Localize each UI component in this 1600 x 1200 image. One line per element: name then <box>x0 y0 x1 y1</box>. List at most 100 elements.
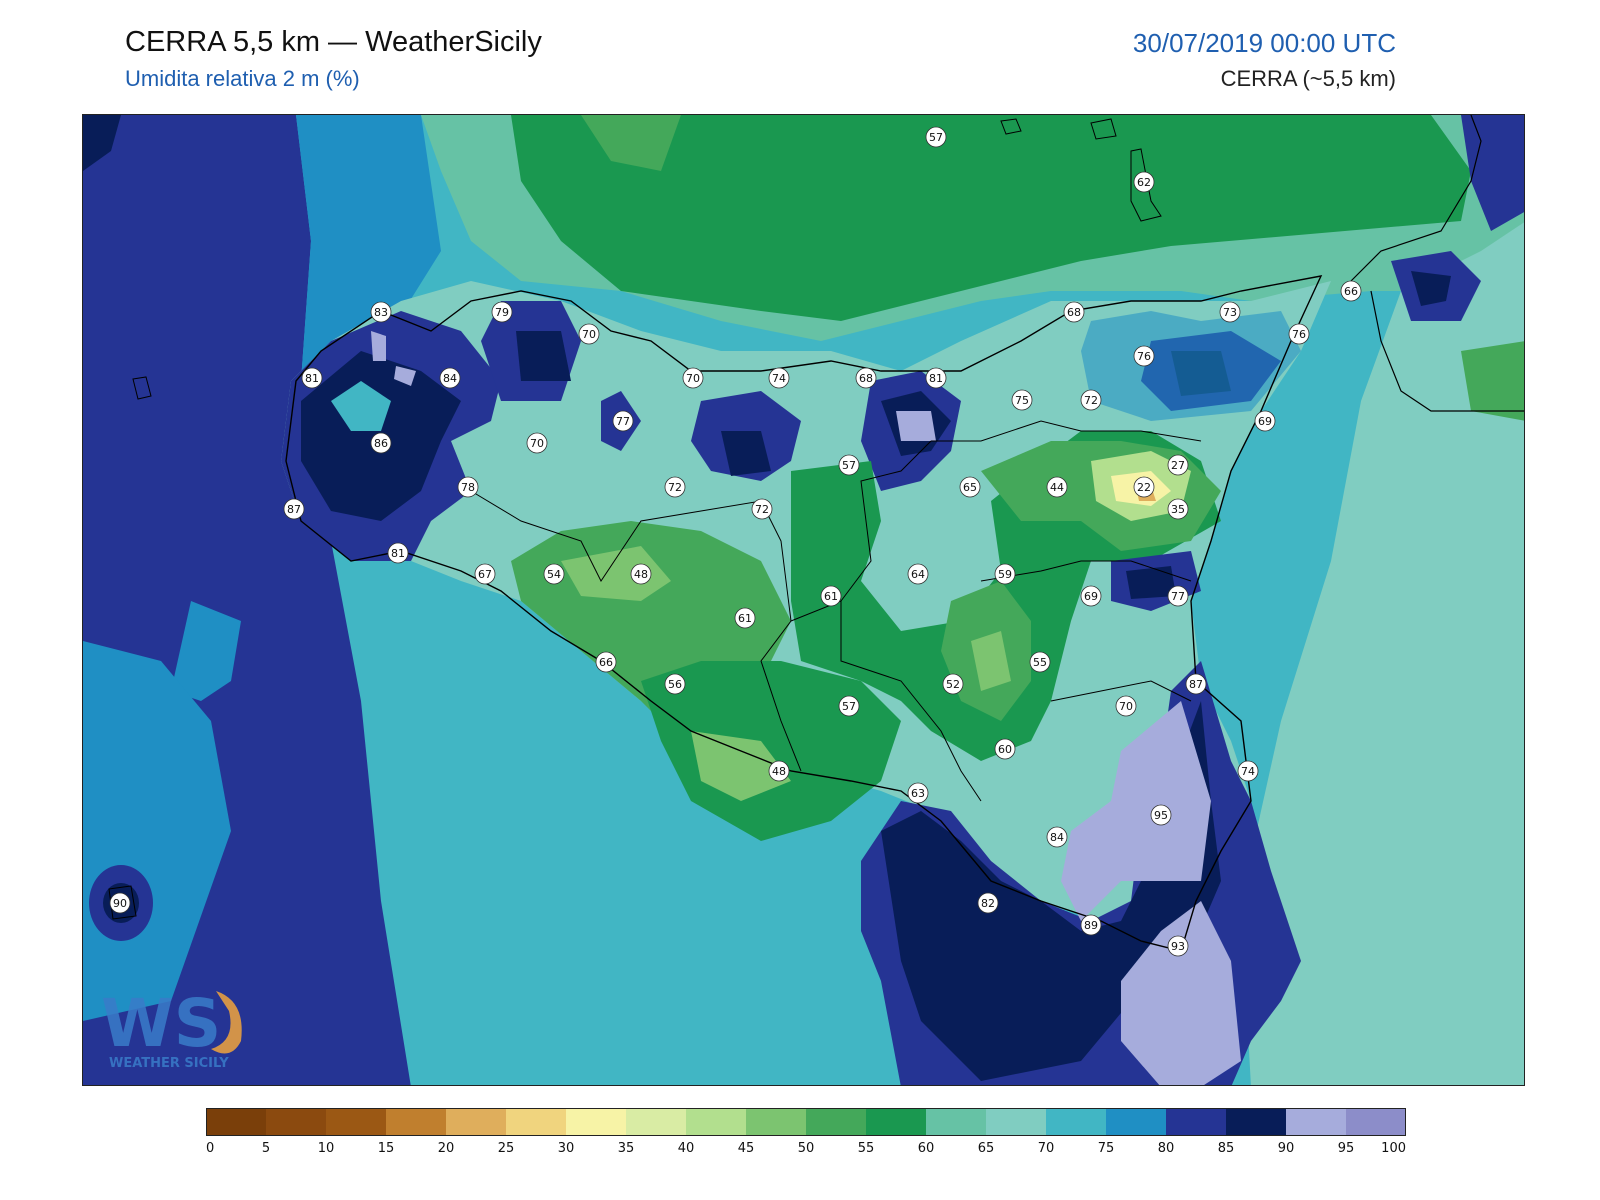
station-value: 93 <box>1171 940 1185 953</box>
station-marker <box>1185 673 1207 695</box>
station-label: 76 <box>1133 345 1155 367</box>
valid-datetime: 30/07/2019 00:00 UTC <box>1132 28 1396 58</box>
egadi-island <box>132 376 152 400</box>
logo-sun-icon <box>211 991 242 1054</box>
station-marker <box>838 454 860 476</box>
station-marker <box>1167 935 1189 957</box>
station-value: 61 <box>738 612 752 625</box>
province-border-west <box>470 490 802 772</box>
station-label: 55 <box>1029 651 1051 673</box>
station-value: 66 <box>599 656 613 669</box>
west-saturated-b <box>394 366 416 386</box>
station-value: 64 <box>911 568 925 581</box>
station-marker <box>907 563 929 585</box>
station-marker <box>1063 301 1085 323</box>
station-label: 62 <box>1133 171 1155 193</box>
station-marker <box>994 563 1016 585</box>
colorbar-segment <box>206 1108 266 1136</box>
station-value: 70 <box>582 328 596 341</box>
station-marker <box>1167 454 1189 476</box>
station-marker <box>838 695 860 717</box>
station-value: 77 <box>1171 590 1185 603</box>
colorbar-segment <box>986 1108 1046 1136</box>
station-label: 48 <box>768 760 790 782</box>
colorbar-segment <box>386 1108 446 1136</box>
station-label: 57 <box>925 126 947 148</box>
station-label: 77 <box>612 410 634 432</box>
colorbar-tick-label: 0 <box>206 1141 214 1156</box>
province-border-east <box>980 560 1192 582</box>
northeast-band <box>1081 311 1301 421</box>
station-label: 89 <box>1080 914 1102 936</box>
station-marker <box>595 651 617 673</box>
colorbar-segment <box>506 1108 566 1136</box>
station-value: 63 <box>911 787 925 800</box>
colorbar-tick-label: 20 <box>438 1141 455 1156</box>
station-value: 22 <box>1137 481 1151 494</box>
station-value: 72 <box>755 503 769 516</box>
station-label: 66 <box>595 651 617 673</box>
logo-mark: WS <box>101 985 221 1062</box>
station-label: 52 <box>942 673 964 695</box>
weathersicily-logo: WS WEATHER SICILY <box>101 985 242 1071</box>
colorbar: 0 5 10 15 20 25 30 35 40 45 50 55 60 65 70 75 80 85 90 95 10… <box>206 1108 1436 1173</box>
map-title: CERRA 5,5 km — WeatherSicily <box>125 26 542 58</box>
ionian-field <box>1241 222 1524 1085</box>
colorbar-tick-label: 35 <box>618 1141 635 1156</box>
colorbar-segment <box>1106 1108 1166 1136</box>
station-label: 72 <box>751 498 773 520</box>
station-value: 48 <box>634 568 648 581</box>
station-value: 75 <box>1015 394 1029 407</box>
station-value: 81 <box>929 372 943 385</box>
station-value: 70 <box>530 437 544 450</box>
colorbar-tick-label: 90 <box>1278 1141 1295 1156</box>
station-value: 66 <box>1344 285 1358 298</box>
station-marker <box>820 585 842 607</box>
station-marker <box>370 301 392 323</box>
madonie-saturated <box>896 411 936 441</box>
station-label: 59 <box>994 563 1016 585</box>
station-marker <box>1237 760 1259 782</box>
station-marker <box>1011 389 1033 411</box>
station-label: 68 <box>855 367 877 389</box>
colorbar-svg: 0 5 10 15 20 25 30 35 40 45 50 55 60 65 70 75 80 85 90 95 10… <box>206 1108 1406 1156</box>
station-marker <box>543 563 565 585</box>
station-marker <box>959 476 981 498</box>
station-marker <box>1150 804 1172 826</box>
calabria-drier <box>1461 341 1524 421</box>
colorbar-tick-label: 80 <box>1158 1141 1175 1156</box>
station-value: 87 <box>1189 678 1203 691</box>
station-marker <box>994 738 1016 760</box>
colorbar-segment <box>1286 1108 1346 1136</box>
colorbar-tick-label: 5 <box>262 1141 270 1156</box>
station-marker <box>301 367 323 389</box>
station-label: 54 <box>543 563 565 585</box>
station-marker <box>1046 826 1068 848</box>
province-border-southeast <box>1050 680 1192 702</box>
colorbar-segment <box>1226 1108 1286 1136</box>
west-pocket <box>331 381 391 431</box>
station-value: 74 <box>772 372 786 385</box>
station-marker <box>370 432 392 454</box>
station-label: 83 <box>370 301 392 323</box>
colorbar-tick-label: 95 <box>1338 1141 1355 1156</box>
station-value: 89 <box>1084 919 1098 932</box>
station-marker <box>1080 389 1102 411</box>
calabria-coast-north <box>1350 115 1482 282</box>
north-dry-patch <box>581 115 681 171</box>
colorbar-segment <box>1046 1108 1106 1136</box>
station-label: 72 <box>664 476 686 498</box>
station-value: 52 <box>946 678 960 691</box>
model-label: CERRA (~5,5 km) <box>1220 66 1396 91</box>
colorbar-tick-label: 65 <box>978 1141 995 1156</box>
colorbar-segment <box>806 1108 866 1136</box>
gela-interior <box>641 661 901 841</box>
station-label: 70 <box>578 323 600 345</box>
station-label: 68 <box>1063 301 1085 323</box>
station-label: 72 <box>1080 389 1102 411</box>
station-value: 62 <box>1137 176 1151 189</box>
station-value: 86 <box>374 437 388 450</box>
station-marker <box>1167 585 1189 607</box>
station-value: 70 <box>1119 700 1133 713</box>
colorbar-frame <box>206 1108 1406 1136</box>
